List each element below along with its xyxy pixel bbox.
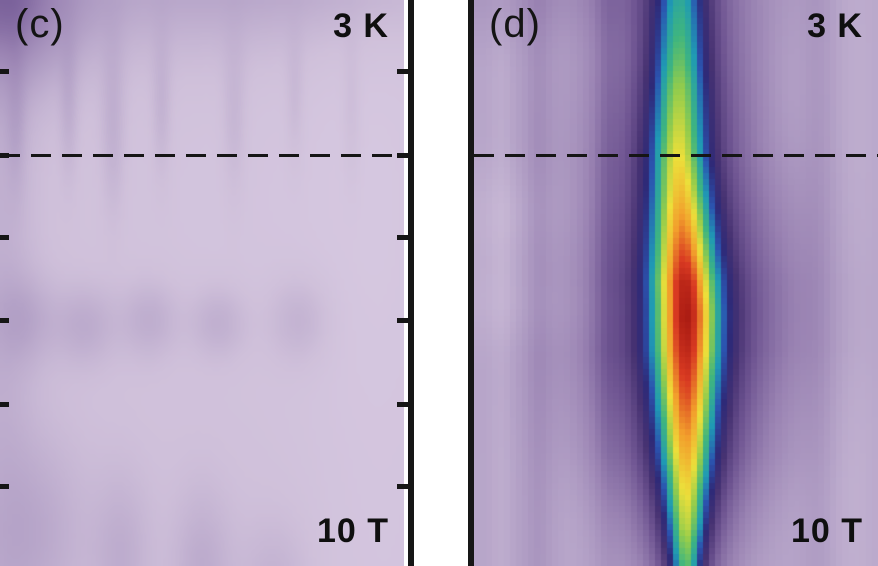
panel-c-temperature-label: 3 K <box>333 7 389 45</box>
panel-d-field-label: 10 T <box>790 512 863 550</box>
panel-d-label: (d) <box>489 2 541 46</box>
heatmap-canvas-d <box>474 0 878 566</box>
panel-c-right-axis-line <box>397 0 414 566</box>
axis-tick <box>397 152 408 158</box>
axis-tick <box>397 318 408 324</box>
panel-d: (d) 3 K 10 T <box>474 0 878 566</box>
panel-d-temperature-label: 3 K <box>807 7 863 45</box>
panel-c-label: (c) <box>15 2 65 46</box>
axis-tick <box>397 69 408 75</box>
heatmap-canvas-c <box>0 0 404 566</box>
inter-panel-gap <box>414 0 468 566</box>
panel-c-image-axis-gap <box>404 0 408 566</box>
panel-c-field-label: 10 T <box>316 512 389 550</box>
axis-tick <box>397 484 408 490</box>
axis-tick <box>397 401 408 407</box>
dashed-reference-line-c <box>0 153 404 157</box>
panel-c: (c) 3 K 10 T <box>0 0 404 566</box>
dashed-reference-line-d <box>474 153 878 157</box>
axis-tick <box>397 235 408 241</box>
